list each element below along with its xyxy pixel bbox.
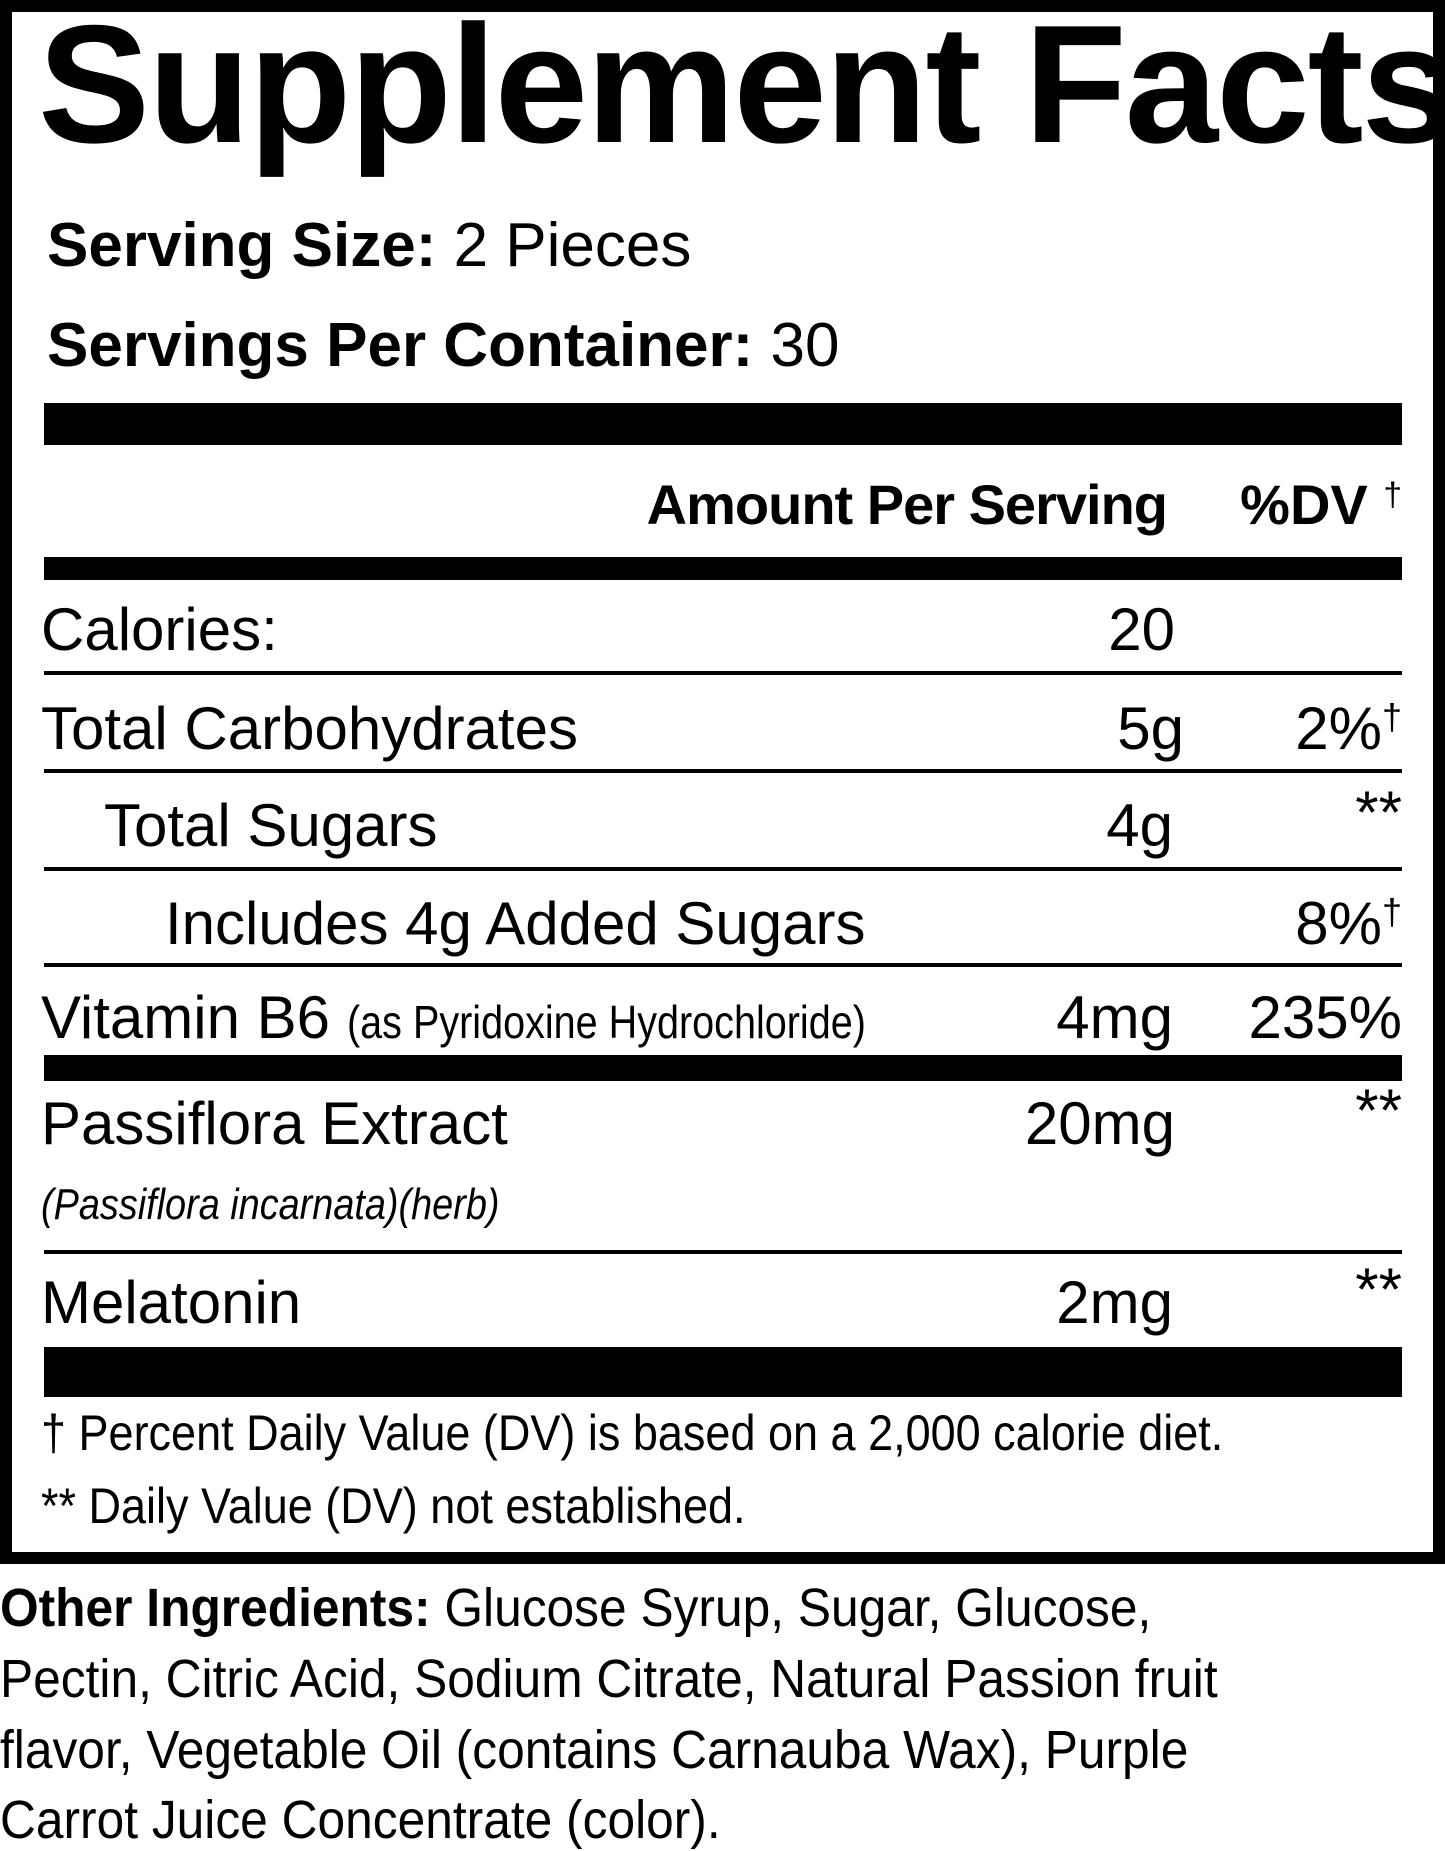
supplement-facts-panel: [0, 0, 1445, 1564]
dagger-mark: †: [1383, 476, 1402, 514]
row-melatonin-dv: **: [1355, 1256, 1402, 1323]
serving-size-label: Serving Size:: [47, 211, 437, 280]
other-ingredients-text: Glucose Syrup, Sugar, Glucose,: [430, 1578, 1152, 1638]
row-added-sugars-name: Includes 4g Added Sugars: [165, 890, 866, 957]
row-melatonin-name: Melatonin: [41, 1269, 302, 1336]
serving-size-value: 2 Pieces: [453, 211, 692, 280]
amount-per-serving-header: Amount Per Serving: [646, 473, 1168, 536]
row-passiflora-name: Passiflora Extract: [41, 1090, 508, 1157]
other-ingredients-line: flavor, Vegetable Oil (contains Carnauba…: [0, 1720, 1189, 1780]
servings-per-container-label: Servings Per Container:: [47, 311, 754, 380]
servings-per-container: Servings Per Container: 30: [47, 310, 840, 381]
row-total-sugars-dv: **: [1355, 779, 1402, 846]
row-vitamin-b6-dv: 235%: [1248, 984, 1402, 1051]
row-total-carbohydrates-name: Total Carbohydrates: [41, 695, 578, 762]
row-total-carbohydrates-dv: 2%†: [1295, 694, 1402, 763]
row-calories-name: Calories:: [41, 596, 278, 663]
dv-header-label: %DV: [1240, 473, 1368, 536]
footnote-text: † Percent Daily Value (DV) is based on a…: [41, 1405, 1224, 1461]
other-ingredients-label: Other Ingredients:: [0, 1578, 431, 1638]
nutrient-name: Vitamin B6: [41, 984, 331, 1051]
nutrient-source: (Passiflora incarnata)(herb): [41, 1180, 500, 1229]
other-ingredients-line: Pectin, Citric Acid, Sodium Citrate, Nat…: [0, 1649, 1218, 1709]
divider-thick: [44, 403, 1402, 445]
row-calories-amount: 20: [1108, 596, 1175, 663]
other-ingredients-line: Carrot Juice Concentrate (color).: [0, 1790, 721, 1850]
nutrient-source: (as Pyridoxine Hydrochloride): [346, 996, 866, 1048]
divider-thin: [44, 671, 1402, 675]
servings-per-container-value: 30: [770, 311, 840, 380]
dv-header: %DV †: [1240, 473, 1402, 537]
footnote-text: ** Daily Value (DV) not established.: [41, 1478, 746, 1534]
dv-value: 2%: [1295, 695, 1382, 762]
row-vitamin-b6-amount: 4mg: [1056, 984, 1173, 1051]
divider-medium: [44, 557, 1402, 580]
dagger-mark: †: [1381, 891, 1402, 933]
footnote-not-established: ** Daily Value (DV) not established.: [41, 1478, 824, 1536]
dv-value: 8%: [1295, 890, 1382, 957]
divider-thin: [44, 769, 1402, 773]
row-passiflora-dv: **: [1355, 1077, 1402, 1144]
divider-thin: [44, 963, 1402, 967]
serving-size: Serving Size: 2 Pieces: [47, 210, 691, 281]
footnote-daily-value: † Percent Daily Value (DV) is based on a…: [41, 1405, 1355, 1463]
row-vitamin-b6-name: Vitamin B6 (as Pyridoxine Hydrochloride): [41, 983, 950, 1052]
panel-title: Supplement Facts: [38, 0, 1445, 178]
row-melatonin-amount: 2mg: [1056, 1269, 1173, 1336]
other-ingredients-line: Other Ingredients: Glucose Syrup, Sugar,…: [0, 1577, 1151, 1639]
dagger-mark: †: [1381, 696, 1402, 738]
row-passiflora-amount: 20mg: [1024, 1090, 1175, 1157]
divider-thin: [44, 1250, 1402, 1254]
row-passiflora-detail: (Passiflora incarnata)(herb): [41, 1180, 574, 1231]
row-total-sugars-name: Total Sugars: [104, 792, 438, 859]
row-total-carbohydrates-amount: 5g: [1117, 695, 1184, 762]
divider-thick: [44, 1347, 1402, 1397]
row-total-sugars-amount: 4g: [1106, 792, 1173, 859]
divider-medium: [44, 1055, 1402, 1081]
divider-thin: [44, 867, 1402, 871]
row-added-sugars-dv: 8%†: [1295, 889, 1402, 958]
